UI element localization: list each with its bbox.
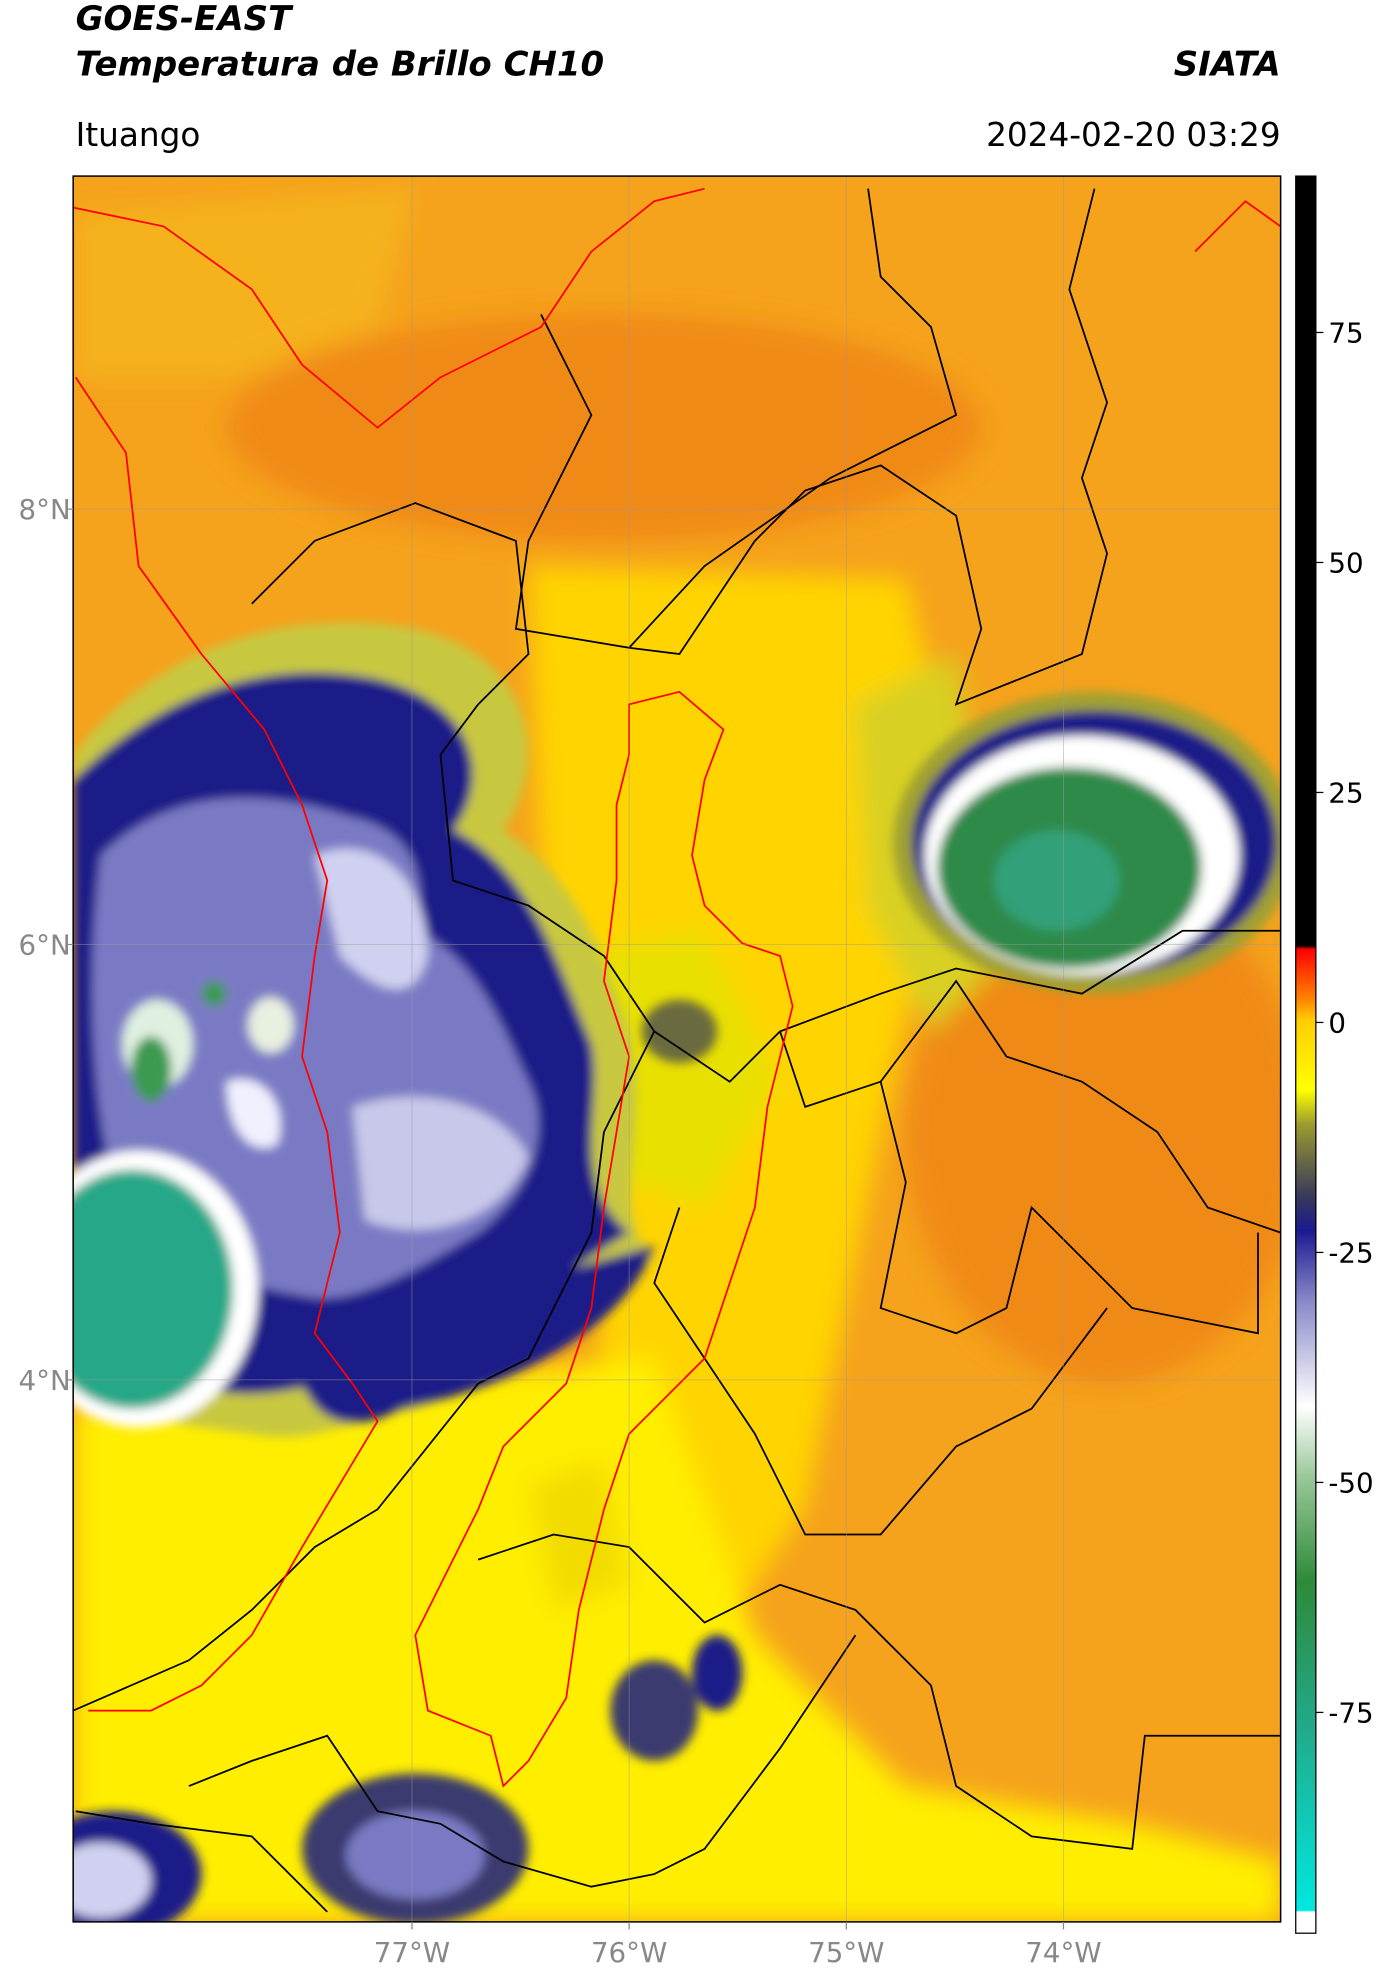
colorbar-tick-label: 50 [1328,547,1363,580]
subtitle: Temperatura de Brillo CH10 [76,44,604,84]
title: GOES-EAST [76,0,294,39]
y-tick-label: 8°N [19,493,71,526]
x-tick-label: 76°W [591,1936,667,1969]
colorbar-tick-label: 75 [1328,317,1363,350]
colorbar-tick-label: -25 [1328,1236,1373,1269]
colorbar-tick-label: -75 [1328,1696,1373,1729]
colorbar-tick-label: 25 [1328,777,1363,810]
coast-and-basin [73,187,1281,1788]
source: SIATA [1174,44,1281,84]
admin-boundaries [73,188,1281,1913]
colorbar [1295,175,1317,1934]
x-tick-label: 74°W [1025,1936,1101,1969]
y-tick-label: 4°N [19,1364,71,1397]
satellite-image [73,176,1281,1922]
map-frame [72,175,1282,1923]
colorbar-tick-label: 0 [1328,1007,1346,1040]
y-tick-label: 6°N [19,929,71,962]
timestamp: 2024-02-20 03:29 [986,116,1281,154]
location: Ituango [76,116,201,154]
x-tick-label: 77°W [374,1936,450,1969]
x-tick-label: 75°W [808,1936,884,1969]
graticule [73,176,1281,1922]
colorbar-tick-label: -50 [1328,1466,1373,1499]
